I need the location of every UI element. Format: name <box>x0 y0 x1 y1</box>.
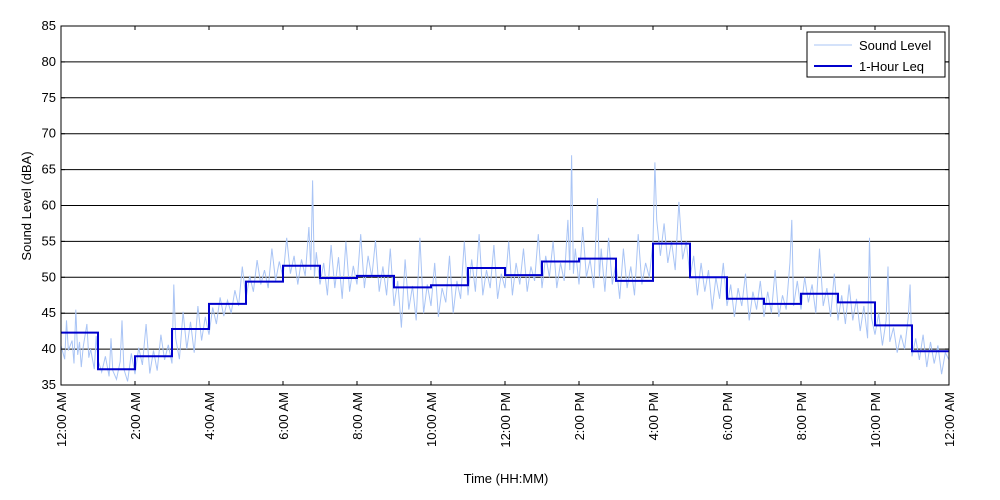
y-tick-label: 65 <box>42 162 56 177</box>
y-tick-label: 60 <box>42 198 56 213</box>
x-axis-title: Time (HH:MM) <box>464 471 549 486</box>
x-tick-label: 4:00 PM <box>646 392 661 440</box>
x-tick-label: 12:00 AM <box>942 392 957 447</box>
x-tick-label: 12:00 AM <box>54 392 69 447</box>
legend-label: Sound Level <box>859 38 931 53</box>
gridlines <box>61 61 949 350</box>
x-tick-label: 10:00 PM <box>868 392 883 448</box>
x-tick-label: 2:00 PM <box>572 392 587 440</box>
legend-label: 1-Hour Leq <box>859 59 924 74</box>
series-line-1-hour-leq <box>61 242 949 371</box>
x-tick-label: 8:00 AM <box>350 392 365 440</box>
axis-ticks: 35 40 45 50 55 60 65 70 75 80 85 12:00 AM 2:00 AM 4:0… <box>42 18 957 448</box>
x-tick-label: 12:00 PM <box>498 392 513 448</box>
y-tick-label: 55 <box>42 233 56 248</box>
x-tick-label: 6:00 AM <box>276 392 291 440</box>
y-tick-label: 85 <box>42 18 56 33</box>
x-tick-label: 8:00 PM <box>794 392 809 440</box>
y-tick-label: 35 <box>42 377 56 392</box>
legend: Sound Level 1-Hour Leq <box>806 31 946 78</box>
x-tick-label: 6:00 PM <box>720 392 735 440</box>
y-tick-label: 50 <box>42 269 56 284</box>
y-axis-title: Sound Level (dBA) <box>19 151 34 260</box>
x-tick-label: 4:00 AM <box>202 392 217 440</box>
x-tick-label: 10:00 AM <box>424 392 439 447</box>
y-tick-label: 75 <box>42 90 56 105</box>
y-tick-label: 80 <box>42 54 56 69</box>
y-tick-label: 45 <box>42 305 56 320</box>
y-tick-label: 70 <box>42 126 56 141</box>
y-tick-label: 40 <box>42 341 56 356</box>
legend-box <box>806 31 946 78</box>
x-tick-label: 2:00 AM <box>128 392 143 440</box>
series-layer <box>60 155 950 382</box>
